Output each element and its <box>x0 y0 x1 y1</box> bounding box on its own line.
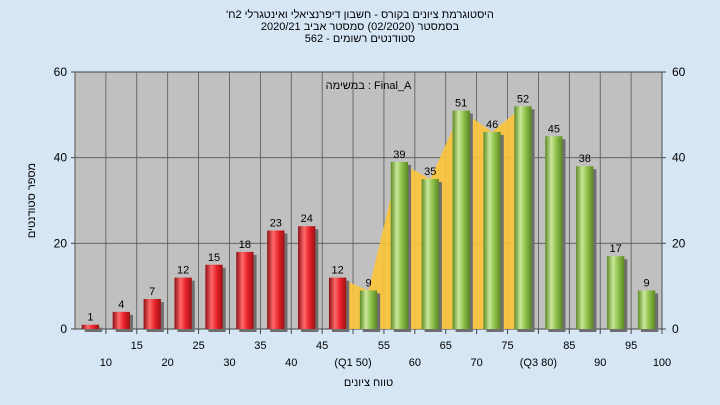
x-tick-label: 90 <box>594 357 606 369</box>
x-tick-label: 75 <box>501 340 513 352</box>
x-tick-label: 20 <box>162 357 174 369</box>
x-tick-label: 55 <box>378 340 390 352</box>
bar-100 <box>637 290 656 329</box>
bar-80 <box>514 106 532 330</box>
data-label-80: 52 <box>517 93 529 105</box>
x-tick-label: 45 <box>316 340 328 352</box>
chart-title-block: 'היסטוגרמת ציונים בקורס - חשבון דיפרנציא… <box>0 9 720 45</box>
data-label-20: 7 <box>149 286 155 298</box>
bar-60 <box>390 161 409 329</box>
x-tick-label: 35 <box>254 340 266 352</box>
x-tick-label: 10 <box>100 357 112 369</box>
data-label-35: 18 <box>239 239 251 251</box>
data-label-25: 12 <box>177 265 189 277</box>
registered-students-subtitle: סטודנטים רשומים - 562 <box>304 33 416 45</box>
bar-95 <box>607 256 625 329</box>
bar-55 <box>359 290 378 329</box>
data-label-65: 35 <box>424 166 436 178</box>
y-axis-label: מספר סטודנטים <box>26 163 38 238</box>
y-tick-label-left: 60 <box>54 65 68 79</box>
bar-25 <box>174 277 192 329</box>
x-tick-label: 60 <box>409 357 421 369</box>
data-label-100: 9 <box>643 277 649 289</box>
bar-40 <box>267 230 285 329</box>
data-label-50: 12 <box>331 265 343 277</box>
chart-title: 'היסטוגרמת ציונים בקורס - חשבון דיפרנציא… <box>226 9 494 21</box>
x-tick-label: (Q1 50) <box>334 357 371 369</box>
bar-35 <box>236 251 254 329</box>
data-label-85: 45 <box>548 123 560 135</box>
y-tick-label-right: 60 <box>672 65 686 79</box>
data-label-10: 1 <box>87 312 93 324</box>
x-tick-label: 40 <box>285 357 297 369</box>
data-label-90: 38 <box>579 153 591 165</box>
x-tick-label: 100 <box>653 357 671 369</box>
bar-15 <box>112 311 130 329</box>
data-label-75: 46 <box>486 119 498 131</box>
bar-75 <box>483 131 501 329</box>
bar-20 <box>143 299 161 329</box>
data-label-60: 39 <box>393 149 405 161</box>
y-tick-label-left: 0 <box>60 322 67 336</box>
bar-65 <box>421 179 439 329</box>
data-label-55: 9 <box>365 277 371 289</box>
x-tick-label: 95 <box>625 340 637 352</box>
bars-group <box>81 106 659 333</box>
bar-shadow <box>84 327 103 332</box>
bar-90 <box>576 166 594 329</box>
bar-45 <box>298 226 316 329</box>
x-axis-label: טווח ציונים <box>344 377 393 389</box>
bar-70 <box>452 110 470 329</box>
x-tick-label: 85 <box>563 340 575 352</box>
x-tick-label: 15 <box>131 340 143 352</box>
y-tick-label-right: 0 <box>672 322 679 336</box>
data-label-40: 23 <box>270 217 282 229</box>
x-tick-label: 25 <box>192 340 204 352</box>
x-tick-label: 70 <box>471 357 483 369</box>
y-tick-label-right: 20 <box>672 236 686 250</box>
data-label-95: 17 <box>610 243 622 255</box>
semester-subtitle: בסמסטר (02/2020) סמסטר אביב 2020/21 <box>260 21 460 33</box>
data-label-45: 24 <box>301 213 313 225</box>
y-tick-label-left: 40 <box>54 151 68 165</box>
data-label-15: 4 <box>118 299 124 311</box>
x-tick-label: 65 <box>440 340 452 352</box>
axes: 0 0 20 20 40 40 60 60 10 15 20 25 30 35 40 45 (Q1 50) 55 6… <box>54 65 686 369</box>
x-tick-label: (Q3 80) <box>520 357 557 369</box>
y-tick-label-right: 40 <box>672 151 686 165</box>
bar-30 <box>205 264 223 329</box>
bar-10 <box>81 324 100 329</box>
x-tick-label: 30 <box>223 357 235 369</box>
y-tick-label-left: 20 <box>54 236 68 250</box>
data-label-70: 51 <box>455 98 467 110</box>
value-labels: 1 4 7 12 15 18 23 24 12 9 39 35 51 46 52 45 38 17 9 <box>87 93 649 323</box>
bar-50 <box>328 277 347 329</box>
bar-85 <box>545 136 563 329</box>
task-annotation: במשימה : Final_A <box>326 80 412 92</box>
data-label-30: 15 <box>208 252 220 264</box>
